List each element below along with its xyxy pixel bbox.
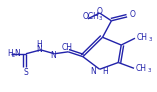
Text: N: N [14,49,20,58]
Text: N: N [90,67,96,76]
Text: 3: 3 [99,16,102,21]
Text: O: O [130,10,136,20]
Text: OCH: OCH [83,12,100,21]
Text: O: O [97,7,103,16]
Text: 3: 3 [149,37,152,42]
Text: CH: CH [137,33,148,42]
Text: H: H [103,67,108,76]
Text: H: H [7,49,13,58]
Text: H: H [36,40,42,49]
Text: N: N [51,51,56,60]
Text: 2: 2 [11,53,15,58]
Text: CH: CH [136,64,147,73]
Text: CH: CH [62,43,73,52]
Text: N: N [36,45,42,54]
Text: S: S [24,68,28,77]
Text: 3: 3 [148,68,151,73]
